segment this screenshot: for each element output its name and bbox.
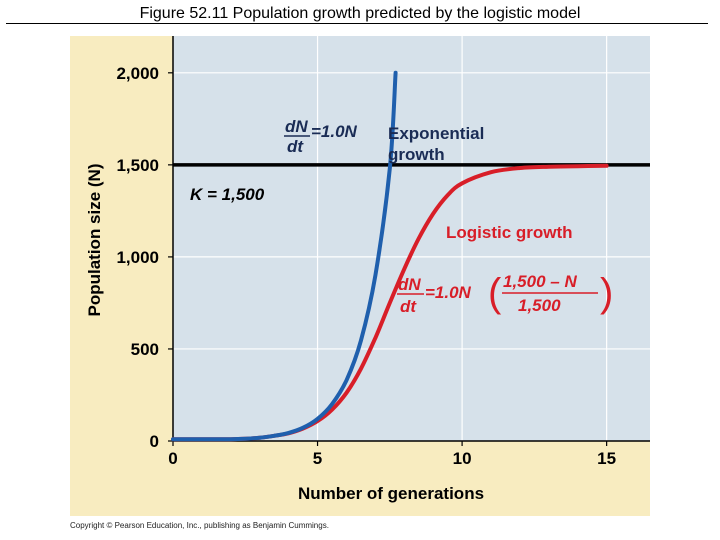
figure-title: Figure 52.11 Population growth predicted…	[139, 5, 581, 22]
y-tick-label-3: 1,500	[116, 156, 159, 175]
exponential-growth-curve	[171, 70, 398, 442]
exp-eq-denominator: dt	[287, 137, 304, 156]
y-tick-label-4: 2,000	[116, 64, 159, 83]
x-tick-label-0: 0	[168, 449, 177, 468]
y-tick-label-1: 500	[131, 340, 159, 359]
exp-eq-rhs: =1.0N	[311, 122, 358, 141]
log-eq-numerator: dN	[398, 275, 421, 294]
x-tick-label-2: 10	[453, 449, 472, 468]
logistic-equation: dN dt =1.0N ( 1,500 – N 1,500 )	[397, 271, 613, 316]
x-tick-label-3: 15	[597, 449, 616, 468]
x-axis-label: Number of generations	[298, 484, 484, 503]
logistic-label: Logistic growth	[446, 223, 573, 242]
log-eq-frac-numerator: 1,500 – N	[503, 272, 577, 291]
y-tick-label-2: 1,000	[116, 248, 159, 267]
capacity-label: K = 1,500	[190, 185, 265, 204]
axes	[172, 36, 650, 442]
y-axis-label: Population size (N)	[85, 164, 104, 317]
log-eq-frac-denominator: 1,500	[518, 296, 561, 315]
exponential-label-line1: Exponential	[388, 124, 484, 143]
exp-eq-numerator: dN	[285, 117, 308, 136]
title-rule	[6, 23, 708, 24]
exponential-label-line2: growth	[388, 145, 445, 164]
log-eq-rhs: =1.0N	[425, 283, 472, 302]
log-eq-right-paren: )	[600, 271, 613, 315]
log-eq-denominator: dt	[400, 297, 417, 316]
y-tick-label-0: 0	[150, 432, 159, 451]
log-eq-left-paren: (	[488, 271, 502, 315]
x-tick-label-1: 5	[313, 449, 322, 468]
copyright-notice: Copyright © Pearson Education, Inc., pub…	[70, 521, 329, 530]
exponential-equation: dN dt =1.0N	[284, 117, 358, 156]
plot-area	[173, 36, 650, 441]
series-lines	[171, 70, 650, 442]
